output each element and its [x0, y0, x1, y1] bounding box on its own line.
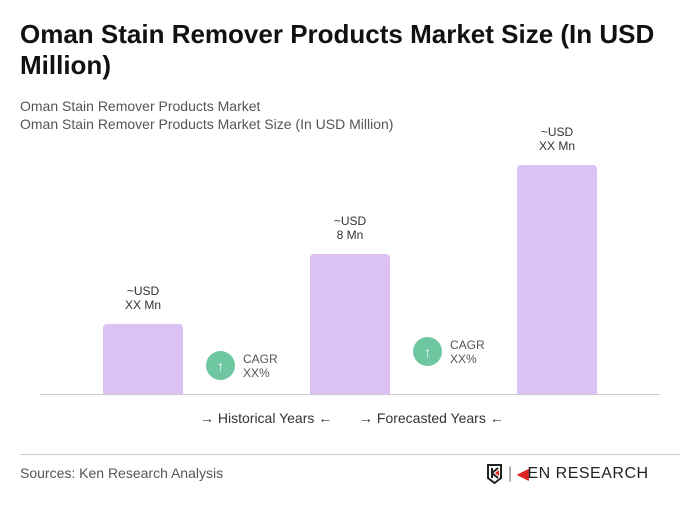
- legend-label: Forecasted Years: [376, 410, 486, 426]
- data-label: ~USD XX Mn: [83, 284, 203, 312]
- legend-forecasted: → Forecasted Years ←: [359, 410, 504, 426]
- arrow-up-icon: ↑: [206, 351, 235, 380]
- ken-research-logo: | ◀ EN RESEARCH: [486, 464, 649, 484]
- data-label-line: ~USD: [333, 214, 367, 228]
- cagr-label: CAGR: [243, 351, 278, 366]
- sources: Sources: Ken Research Analysis: [20, 465, 224, 481]
- legend-historical: → Historical Years ←: [200, 410, 333, 426]
- bar: [310, 254, 390, 394]
- cagr-label: CAGR: [450, 337, 485, 352]
- data-label: ~USD 8 Mn: [290, 214, 410, 242]
- data-label-line: ~USD: [540, 124, 574, 139]
- subtitle: Oman Stain Remover Products Market: [20, 98, 261, 114]
- bar: [517, 164, 597, 394]
- x-axis: [40, 394, 660, 395]
- logo-mark-icon: [487, 464, 502, 484]
- arrow-up-icon: ↑: [413, 337, 442, 366]
- bar: [103, 324, 183, 394]
- data-label: ~USD XX Mn: [497, 125, 617, 153]
- data-label-line: XX Mn: [538, 138, 575, 153]
- cagr-badge-2: ↑ CAGR XX%: [413, 337, 485, 366]
- cagr-value: XX%: [243, 365, 270, 380]
- divider: [20, 454, 680, 455]
- cagr-badge-1: ↑ CAGR XX%: [206, 351, 278, 380]
- legend-label: Historical Years: [217, 410, 315, 426]
- data-label-line: XX Mn: [124, 298, 161, 312]
- subtitle-2: Oman Stain Remover Products Market Size …: [20, 116, 394, 132]
- page-title: Oman Stain Remover Products Market Size …: [20, 19, 655, 80]
- data-label-line: ~USD: [126, 284, 160, 298]
- data-label-line: 8 Mn: [336, 228, 364, 242]
- cagr-value: XX%: [450, 351, 477, 366]
